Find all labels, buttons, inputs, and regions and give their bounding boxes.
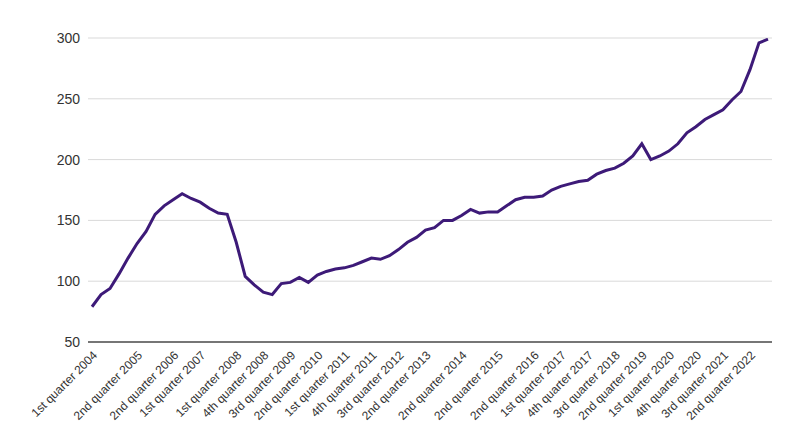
svg-text:300: 300 xyxy=(57,30,81,46)
svg-text:2nd quarter 2014: 2nd quarter 2014 xyxy=(395,348,470,423)
svg-text:1st quarter 2004: 1st quarter 2004 xyxy=(28,348,101,420)
svg-text:2nd quarter 2016: 2nd quarter 2016 xyxy=(467,348,542,423)
svg-text:2nd quarter 2013: 2nd quarter 2013 xyxy=(359,348,434,423)
svg-text:2nd quarter 2005: 2nd quarter 2005 xyxy=(70,348,146,423)
svg-text:1st quarter 2011: 1st quarter 2011 xyxy=(281,348,353,420)
svg-text:3rd quarter 2021: 3rd quarter 2021 xyxy=(658,348,732,421)
svg-text:250: 250 xyxy=(57,91,81,107)
svg-text:4th quarter 2011: 4th quarter 2011 xyxy=(308,348,380,420)
svg-text:100: 100 xyxy=(57,273,81,289)
svg-text:2nd quarter 2019: 2nd quarter 2019 xyxy=(575,348,650,423)
svg-text:200: 200 xyxy=(57,152,81,168)
svg-text:1st quarter 2008: 1st quarter 2008 xyxy=(172,348,245,420)
svg-text:1st quarter 2007: 1st quarter 2007 xyxy=(136,348,209,420)
svg-text:150: 150 xyxy=(57,212,81,228)
svg-text:4th quarter 2017: 4th quarter 2017 xyxy=(523,348,596,421)
svg-text:1st quarter 2020: 1st quarter 2020 xyxy=(605,348,677,420)
svg-text:4th quarter 2008: 4th quarter 2008 xyxy=(199,348,272,421)
svg-text:3rd quarter 2009: 3rd quarter 2009 xyxy=(225,348,299,421)
svg-text:3rd quarter 2012: 3rd quarter 2012 xyxy=(334,348,407,421)
svg-text:2nd quarter 2015: 2nd quarter 2015 xyxy=(431,348,506,423)
svg-text:1st quarter 2017: 1st quarter 2017 xyxy=(497,348,569,420)
svg-text:2nd quarter 2022: 2nd quarter 2022 xyxy=(684,348,759,423)
svg-text:50: 50 xyxy=(64,334,80,350)
svg-text:4th quarter 2020: 4th quarter 2020 xyxy=(631,348,704,421)
svg-text:2nd quarter 2006: 2nd quarter 2006 xyxy=(106,348,182,423)
svg-text:2nd quarter 2010: 2nd quarter 2010 xyxy=(250,348,326,423)
svg-text:3rd quarter 2018: 3rd quarter 2018 xyxy=(550,348,623,421)
